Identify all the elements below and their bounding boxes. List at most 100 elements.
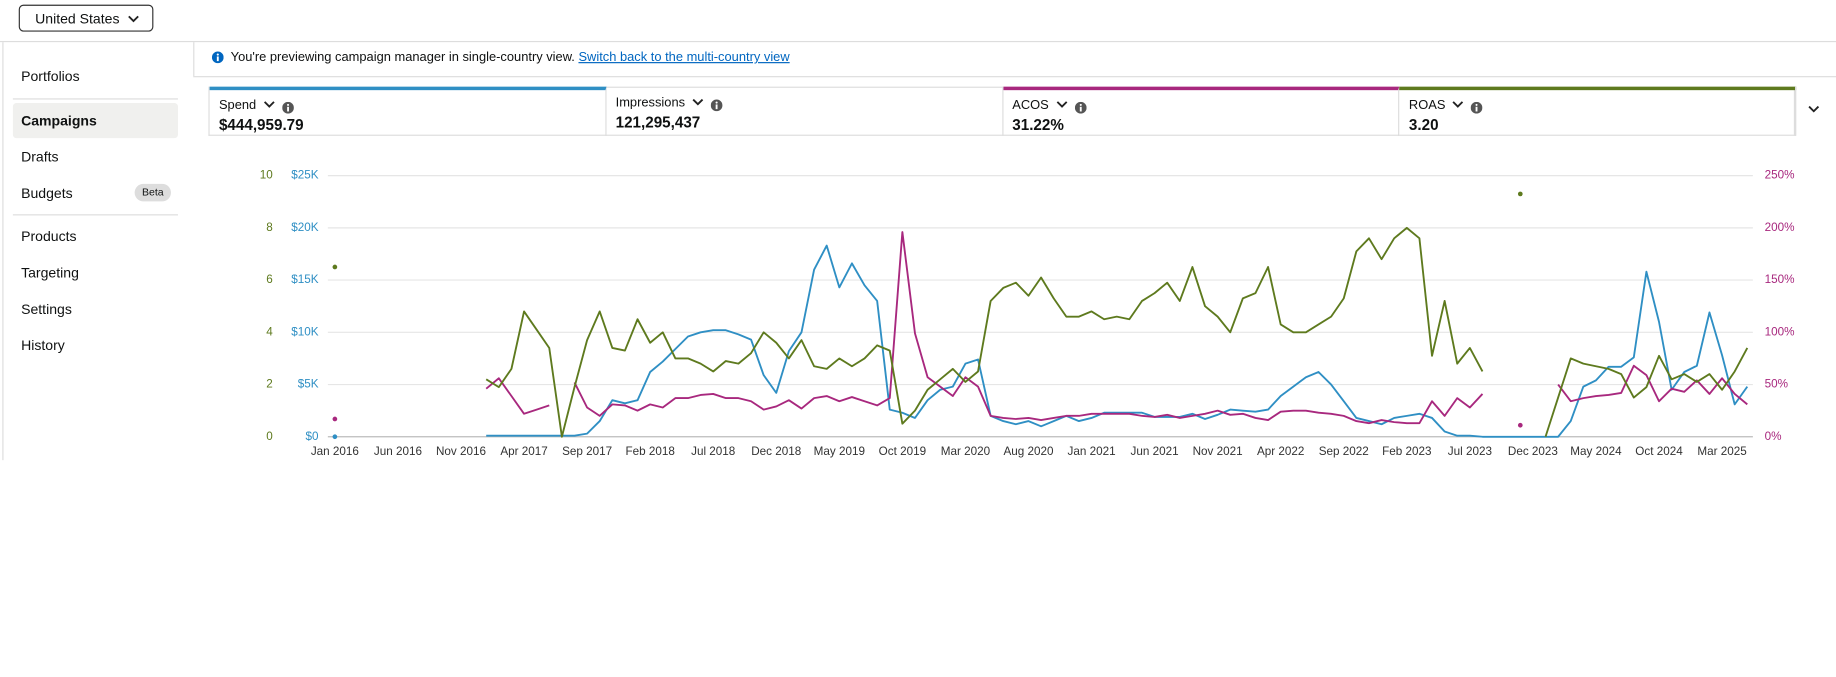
metric-tab[interactable]: Spend $444,959.79 <box>209 86 607 136</box>
badge: Beta <box>134 183 171 202</box>
point <box>1517 422 1523 428</box>
y3-tick-label: 2 <box>266 378 273 391</box>
x-tick-label: Dec 2018 <box>751 445 801 458</box>
x-tick-label: May 2019 <box>814 445 865 458</box>
x-tick-label: Apr 2017 <box>500 445 547 458</box>
y-tick-label: $5K <box>298 378 319 391</box>
x-tick-label: Feb 2023 <box>1382 445 1431 458</box>
info-dot <box>1079 103 1082 106</box>
series-line <box>485 226 1749 438</box>
x-tick-label: Jun 2021 <box>1131 445 1179 458</box>
y3-tick-label: 4 <box>266 325 273 338</box>
x-tick-label: Jan 2021 <box>1067 445 1115 458</box>
metric-tabs: Spend $444,959.79 Impressions 121,295,437 AC… <box>208 86 1797 136</box>
x-tick-label: Mar 2025 <box>1697 445 1747 458</box>
y-tick-label: $10K <box>291 325 319 338</box>
nav-item[interactable]: Campaigns <box>21 112 97 129</box>
chevron-path <box>692 98 704 106</box>
metric-tab[interactable]: ACOS 31.22% <box>1002 86 1400 136</box>
chevron <box>1056 101 1068 108</box>
y2-tick-label: 250% <box>1765 169 1795 182</box>
banner-link[interactable]: Switch back to the multi-country view <box>578 50 790 65</box>
y-tick-label: $20K <box>291 221 319 234</box>
x-tick-label: Jan 2016 <box>311 445 359 458</box>
metric-value: 3.20 <box>1408 115 1439 134</box>
chart: $0 $5K $10K $15K $20K $25K 0% 50% 100% 150% 200% 25… <box>260 169 1795 458</box>
banner-text: You're previewing campaign manager in si… <box>230 50 575 65</box>
x-tick-label: Dec 2023 <box>1508 445 1558 458</box>
metric-name: Spend <box>218 98 257 113</box>
nav-item[interactable]: Settings <box>21 300 72 318</box>
y3-tick-label: 6 <box>266 273 273 286</box>
info-bar <box>286 106 289 112</box>
chevron <box>128 15 139 23</box>
nav-item[interactable]: Drafts <box>21 148 59 166</box>
chevron <box>692 98 704 106</box>
info-bar <box>1476 106 1478 112</box>
divider <box>12 98 178 100</box>
divider <box>1795 86 1797 136</box>
x-tick-label: Jul 2018 <box>691 445 735 458</box>
point <box>1517 191 1523 197</box>
x-tick-label: Apr 2022 <box>1257 445 1304 458</box>
country-label: United States <box>35 10 120 27</box>
info-dot <box>715 101 718 104</box>
y2-tick-label: 50% <box>1765 378 1788 391</box>
nav-item[interactable]: Products <box>21 228 77 245</box>
y3-tick-label: 0 <box>266 430 273 443</box>
y2-tick-label: 0% <box>1765 430 1782 443</box>
info-icon <box>211 51 224 64</box>
country-select[interactable]: United States <box>18 4 154 32</box>
x-tick-label: Oct 2024 <box>1635 445 1683 458</box>
chevron <box>263 101 275 108</box>
x-tick-label: Jul 2023 <box>1448 445 1492 458</box>
series-line <box>485 231 1748 425</box>
divider <box>12 214 178 216</box>
info-icon <box>1074 101 1087 114</box>
y3-tick-label: 10 <box>260 169 274 182</box>
y-tick-label: $15K <box>291 273 319 286</box>
nav-item[interactable]: Portfolios <box>21 67 80 85</box>
x-tick-label: Nov 2016 <box>436 445 486 458</box>
nav-item[interactable]: Budgets <box>21 185 73 202</box>
x-tick-label: Aug 2020 <box>1003 445 1054 458</box>
info-dot <box>286 103 289 106</box>
nav-highlight <box>12 103 178 139</box>
metric-tab[interactable]: Impressions 121,295,437 <box>606 86 1003 136</box>
x-tick-label: Jun 2016 <box>374 445 422 458</box>
info-dot <box>1475 103 1479 106</box>
nav-item[interactable]: History <box>21 337 65 354</box>
banner: You're previewing campaign manager in si… <box>231 50 790 64</box>
metric-name: Impressions <box>615 96 686 111</box>
info-icon <box>710 99 723 112</box>
info-icon <box>1471 101 1483 114</box>
chevron <box>1452 101 1464 108</box>
point <box>332 434 338 440</box>
x-tick-label: Mar 2020 <box>941 445 991 458</box>
chevron-path <box>1452 101 1464 108</box>
x-tick-label: Sep 2017 <box>562 445 612 458</box>
chevron-path <box>263 101 275 108</box>
y2-tick-label: 200% <box>1765 221 1795 234</box>
divider <box>0 40 1836 43</box>
y3-tick-label: 8 <box>266 221 273 234</box>
chevron-path <box>1056 101 1068 108</box>
x-tick-label: May 2024 <box>1570 445 1622 458</box>
x-tick-label: Nov 2021 <box>1193 445 1243 458</box>
point <box>332 416 338 422</box>
y-tick-label: $0 <box>305 430 319 443</box>
series-line <box>486 244 1749 438</box>
metric-value: $444,959.79 <box>218 115 304 134</box>
metric-name: ACOS <box>1012 98 1049 113</box>
metric-value: 31.22% <box>1012 115 1064 134</box>
info-bar <box>1079 106 1082 112</box>
y2-tick-label: 150% <box>1765 273 1795 286</box>
x-tick-label: Feb 2018 <box>625 445 674 458</box>
metric-value: 121,295,437 <box>615 113 701 132</box>
nav-item[interactable]: Targeting <box>21 264 79 282</box>
divider <box>193 42 195 77</box>
expand-icon[interactable] <box>1808 105 1820 113</box>
y-tick-label: $25K <box>291 169 319 182</box>
